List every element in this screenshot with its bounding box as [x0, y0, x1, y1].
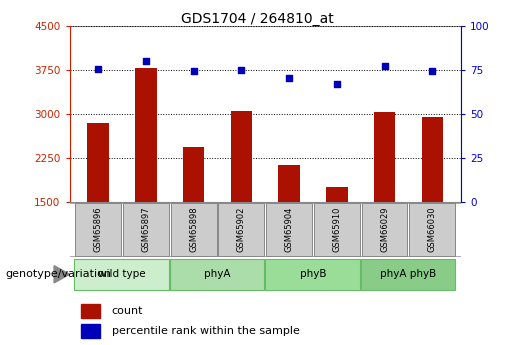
Bar — [88, 123, 109, 202]
Bar — [360, 259, 455, 290]
Bar — [218, 203, 264, 256]
Point — [190, 68, 198, 73]
Text: genotype/variation: genotype/variation — [5, 269, 111, 279]
Text: GSM65898: GSM65898 — [189, 207, 198, 252]
Text: GSM66030: GSM66030 — [428, 207, 437, 252]
Bar — [326, 187, 348, 202]
Bar — [135, 68, 157, 202]
Bar — [183, 147, 204, 202]
Bar — [170, 259, 264, 290]
Point — [142, 58, 150, 64]
Point — [285, 75, 293, 80]
Point — [381, 63, 389, 69]
Bar — [74, 259, 169, 290]
Text: GSM65910: GSM65910 — [332, 207, 341, 252]
Bar — [81, 324, 100, 338]
Bar — [123, 203, 169, 256]
Bar — [81, 304, 100, 318]
Text: count: count — [112, 306, 143, 316]
Bar — [409, 203, 455, 256]
Point — [94, 66, 102, 72]
Text: GSM66029: GSM66029 — [380, 207, 389, 252]
Bar — [266, 203, 312, 256]
Text: GSM65897: GSM65897 — [142, 207, 150, 252]
Text: phyB: phyB — [300, 269, 326, 279]
Text: percentile rank within the sample: percentile rank within the sample — [112, 326, 300, 336]
Point — [428, 68, 436, 73]
Bar — [231, 111, 252, 202]
Bar — [265, 259, 360, 290]
Bar — [374, 111, 396, 202]
Point — [333, 81, 341, 87]
Text: phyA phyB: phyA phyB — [380, 269, 437, 279]
Text: GSM65902: GSM65902 — [237, 207, 246, 252]
Bar — [170, 203, 216, 256]
Text: wild type: wild type — [98, 269, 146, 279]
Text: GSM65896: GSM65896 — [94, 207, 102, 252]
Bar — [278, 165, 300, 202]
Bar — [314, 203, 360, 256]
Bar — [362, 203, 407, 256]
Text: GDS1704 / 264810_at: GDS1704 / 264810_at — [181, 12, 334, 26]
Bar — [422, 117, 443, 202]
Text: GSM65904: GSM65904 — [285, 207, 294, 252]
Bar — [75, 203, 121, 256]
Text: phyA: phyA — [204, 269, 231, 279]
Point — [237, 67, 246, 73]
